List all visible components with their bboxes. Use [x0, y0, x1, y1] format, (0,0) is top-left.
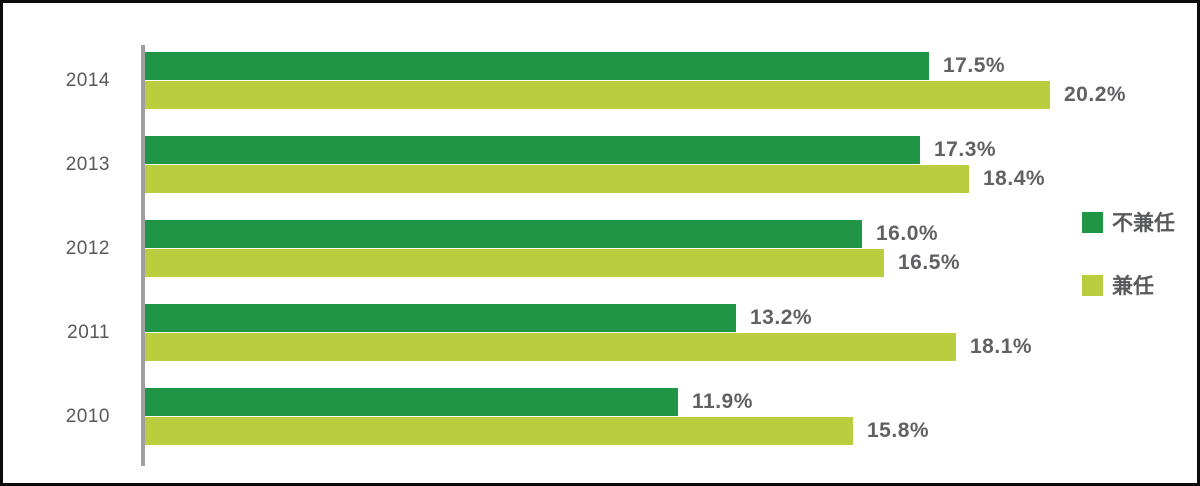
bar-pair: 13.2% 18.1% [145, 304, 1197, 361]
bar-chart: 2014 17.5% 20.2% 2013 17.3% 18.4% 2012 16.0% 16.… [3, 3, 1197, 483]
legend-label: 不兼任 [1112, 212, 1175, 235]
legend-label: 兼任 [1112, 275, 1154, 298]
value-label: 18.1% [970, 335, 1033, 358]
bar-group: 2014 17.5% 20.2% [3, 52, 1197, 109]
bar-row: 16.0% [145, 220, 1197, 248]
bar-row: 11.9% [145, 388, 1197, 416]
bar-concurrent [145, 165, 969, 193]
value-label: 20.2% [1064, 83, 1127, 106]
bar-row: 18.1% [145, 333, 1197, 361]
bar-row: 15.8% [145, 417, 1197, 445]
bar-not-concurrent [145, 52, 929, 80]
year-label: 2013 [65, 153, 110, 175]
year-label: 2014 [65, 69, 110, 91]
legend-item-not-concurrent: 不兼任 [1082, 207, 1175, 237]
bar-not-concurrent [145, 220, 862, 248]
value-label: 13.2% [750, 306, 813, 329]
bar-row: 17.5% [145, 52, 1197, 80]
legend-swatch-dark-green [1082, 211, 1103, 233]
legend-item-concurrent: 兼任 [1082, 270, 1175, 300]
value-label: 15.8% [867, 419, 930, 442]
bar-row: 20.2% [145, 81, 1197, 109]
value-label: 16.5% [898, 251, 961, 274]
bar-row: 16.5% [145, 249, 1197, 277]
legend-swatch-light-green [1082, 274, 1103, 296]
bar-concurrent [145, 333, 956, 361]
bar-group: 2011 13.2% 18.1% [3, 304, 1197, 361]
bar-row: 17.3% [145, 136, 1197, 164]
bar-row: 13.2% [145, 304, 1197, 332]
bar-pair: 11.9% 15.8% [145, 388, 1197, 445]
year-label: 2010 [65, 405, 110, 427]
bar-pair: 17.3% 18.4% [145, 136, 1197, 193]
bar-group: 2010 11.9% 15.8% [3, 388, 1197, 445]
bar-group: 2013 17.3% 18.4% [3, 136, 1197, 193]
value-label: 17.5% [943, 54, 1006, 77]
bar-not-concurrent [145, 388, 678, 416]
bar-not-concurrent [145, 136, 920, 164]
bar-concurrent [145, 81, 1050, 109]
year-label: 2012 [65, 237, 110, 259]
bar-not-concurrent [145, 304, 736, 332]
bar-pair: 17.5% 20.2% [145, 52, 1197, 109]
value-label: 11.9% [692, 390, 753, 413]
value-label: 16.0% [876, 222, 939, 245]
value-label: 17.3% [934, 138, 997, 161]
bar-groups: 2014 17.5% 20.2% 2013 17.3% 18.4% 2012 16.0% 16.… [3, 52, 1197, 472]
bar-row: 18.4% [145, 165, 1197, 193]
bar-pair: 16.0% 16.5% [145, 220, 1197, 277]
legend: 不兼任 兼任 [1082, 207, 1175, 300]
y-axis-line [141, 45, 145, 466]
bar-concurrent [145, 249, 884, 277]
year-label: 2011 [67, 321, 110, 343]
bar-group: 2012 16.0% 16.5% [3, 220, 1197, 277]
value-label: 18.4% [983, 167, 1046, 190]
bar-concurrent [145, 417, 853, 445]
